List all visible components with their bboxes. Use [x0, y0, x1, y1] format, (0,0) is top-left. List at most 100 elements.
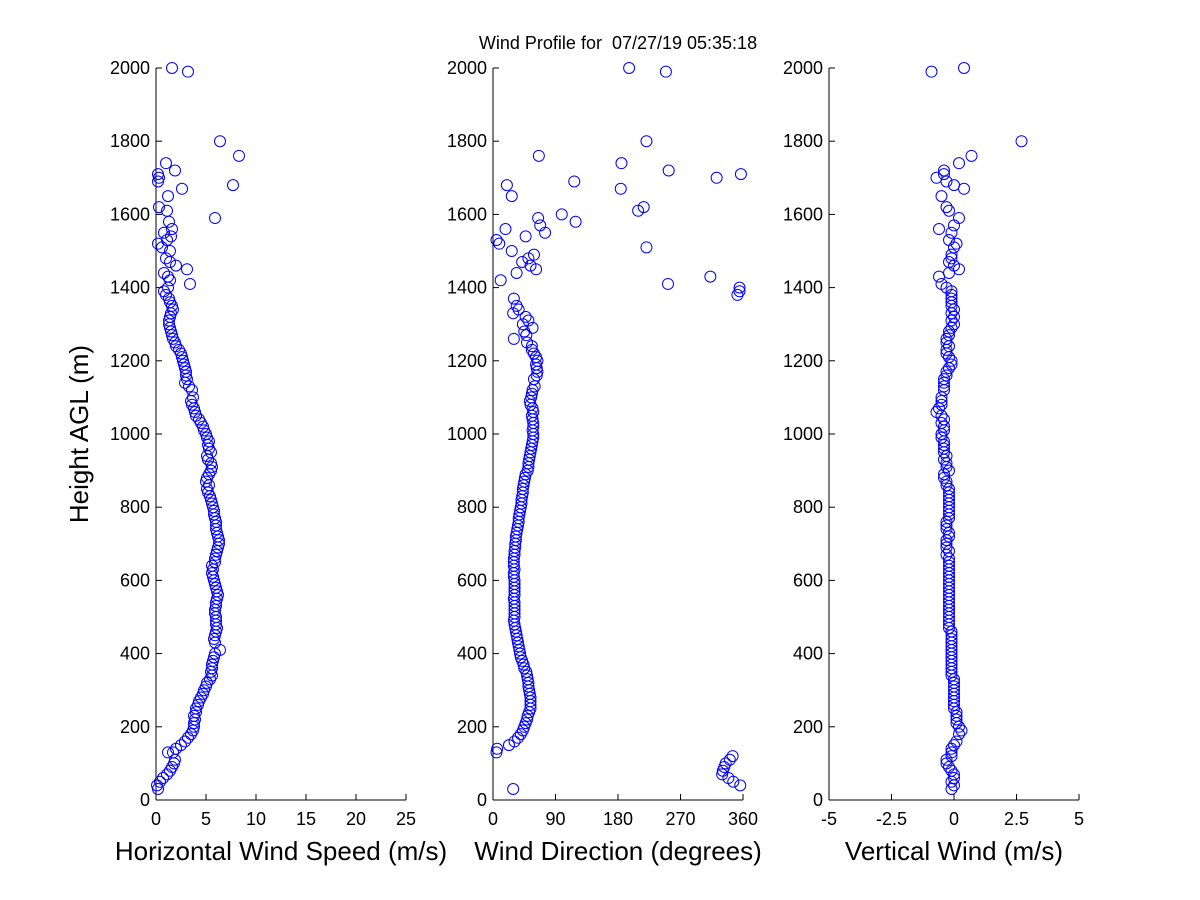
data-point: [953, 720, 965, 733]
data-point: [943, 512, 955, 525]
data-point: [163, 292, 175, 305]
data-point: [522, 457, 535, 470]
data-point: [710, 171, 723, 184]
data-point: [502, 739, 515, 752]
data-point: [181, 263, 193, 276]
data-point: [623, 62, 636, 74]
data-point: [943, 761, 955, 774]
data-point: [940, 475, 953, 488]
data-point: [925, 65, 938, 78]
y-tick-label: 1800: [110, 131, 150, 151]
y-tick-label: 1000: [447, 424, 487, 444]
data-point: [202, 438, 214, 451]
data-point: [632, 204, 645, 217]
y-tick-label: 0: [140, 790, 150, 810]
data-point: [151, 779, 163, 792]
x-tick-label: 270: [665, 809, 695, 829]
data-point: [945, 299, 958, 312]
data-point: [166, 329, 178, 342]
y-tick-label: 2000: [783, 58, 823, 78]
data-point: [940, 541, 953, 554]
data-point: [227, 179, 239, 192]
data-point: [938, 446, 950, 459]
data-point: [210, 625, 222, 638]
panel-1-markers: [151, 62, 245, 796]
data-point: [935, 417, 948, 430]
data-point: [945, 226, 958, 239]
data-point: [185, 395, 197, 408]
data-point: [945, 354, 958, 367]
data-point: [958, 62, 970, 74]
data-point: [166, 62, 178, 74]
y-tick-label: 1600: [783, 204, 823, 224]
data-point: [950, 713, 963, 726]
data-point: [943, 325, 955, 338]
data-point: [938, 438, 950, 451]
data-point: [945, 321, 958, 334]
data-point: [165, 307, 177, 320]
data-point: [940, 201, 953, 214]
data-point: [933, 402, 945, 415]
panel-2-axes: 0 200 400 600 800 1000 1200 1400 1600 1800 2000 0 90…: [447, 58, 758, 829]
data-point: [938, 168, 950, 181]
y-tick-label: 1600: [447, 204, 487, 224]
data-point: [164, 764, 176, 777]
data-point: [953, 728, 965, 741]
panel-wind-direction: 0 200 400 600 800 1000 1200 1400 1600 1800 2000 0 90…: [447, 58, 762, 866]
data-point: [940, 457, 953, 470]
data-point: [733, 281, 746, 294]
data-point: [209, 556, 221, 569]
x-tick-label: -5: [821, 809, 837, 829]
y-tick-label: 400: [793, 644, 823, 664]
data-point: [162, 190, 174, 203]
data-point: [170, 340, 182, 353]
data-point: [507, 332, 520, 345]
data-point: [514, 728, 527, 741]
data-point: [519, 230, 532, 243]
data-point: [532, 149, 545, 162]
data-point: [539, 226, 552, 239]
data-point: [935, 395, 948, 408]
y-tick-label: 600: [457, 570, 487, 590]
data-point: [205, 493, 217, 506]
data-point: [169, 164, 181, 177]
x-tick-label: 360: [728, 809, 758, 829]
data-point: [190, 409, 202, 422]
y-tick-label: 800: [120, 497, 150, 517]
data-point: [206, 497, 218, 510]
data-point: [160, 288, 172, 301]
y-tick-label: 1800: [447, 131, 487, 151]
y-tick-label: 200: [120, 717, 150, 737]
x-tick-label: 0: [949, 809, 959, 829]
data-point: [206, 567, 218, 580]
data-point: [516, 255, 529, 268]
panel-3-markers: [925, 62, 1028, 796]
data-point: [158, 266, 170, 279]
data-point: [523, 395, 536, 408]
y-tick-label: 800: [457, 497, 487, 517]
data-point: [209, 636, 221, 649]
data-point: [160, 252, 172, 265]
data-point: [164, 321, 176, 334]
data-point: [198, 684, 210, 697]
data-point: [175, 347, 187, 360]
data-point: [201, 676, 213, 689]
data-point: [494, 274, 507, 287]
data-point: [943, 618, 955, 631]
data-point: [659, 65, 672, 78]
data-point: [531, 365, 544, 378]
data-point: [163, 215, 175, 228]
data-point: [940, 365, 953, 378]
data-point: [211, 545, 223, 558]
data-point: [640, 135, 653, 148]
data-point: [940, 753, 953, 766]
data-point: [943, 204, 955, 217]
data-point: [950, 237, 963, 250]
data-point: [935, 428, 948, 440]
data-point: [943, 530, 955, 543]
y-tick-label: 1200: [783, 351, 823, 371]
y-tick-label: 400: [120, 644, 150, 664]
data-point: [938, 380, 950, 393]
data-point: [943, 526, 955, 539]
data-point: [211, 526, 223, 539]
